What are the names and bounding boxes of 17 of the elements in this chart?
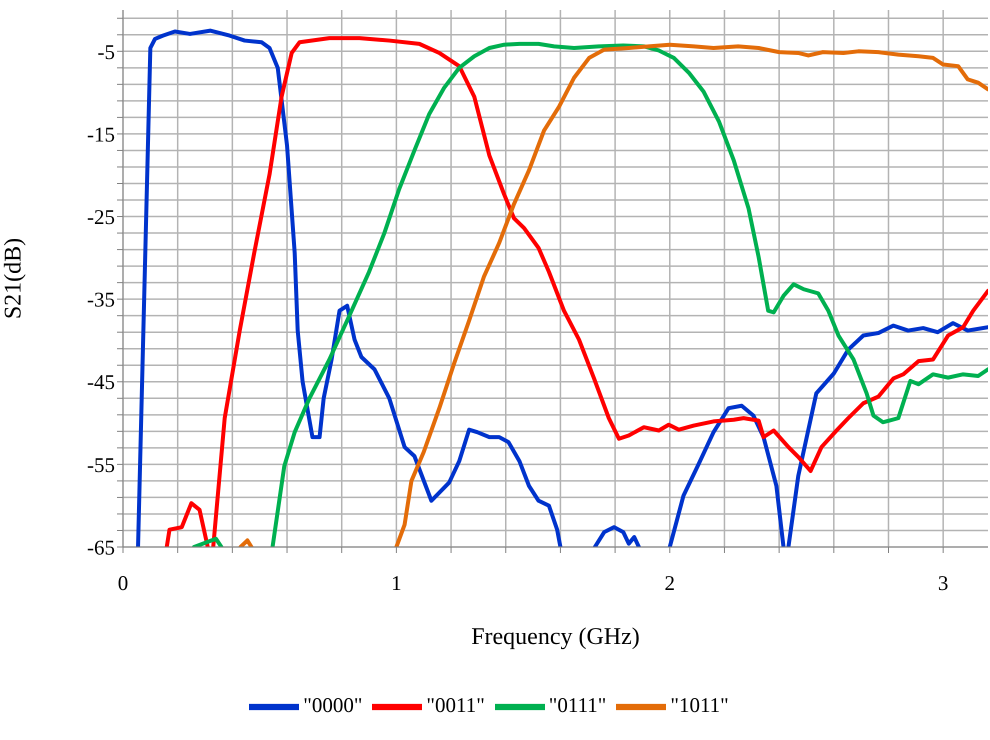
x-tick-label: 3 bbox=[938, 570, 948, 595]
x-axis-title: Frequency (GHz) bbox=[471, 624, 640, 650]
y-tick-label: -5 bbox=[98, 40, 115, 64]
x-tick-label: 0 bbox=[118, 570, 128, 595]
legend-label: "0111" bbox=[548, 692, 606, 717]
y-tick-label: -55 bbox=[87, 452, 115, 477]
y-tick-label: -15 bbox=[87, 122, 115, 146]
y-tick-label: -45 bbox=[87, 370, 115, 394]
y-tick-label: -25 bbox=[87, 204, 115, 229]
x-tick-label: 2 bbox=[664, 570, 676, 595]
legend-label: "0011" bbox=[426, 692, 485, 717]
y-axis-title: S21(dB) bbox=[0, 238, 27, 320]
x-tick-label: 1 bbox=[391, 570, 402, 595]
legend-label: "0000" bbox=[303, 692, 362, 717]
y-tick-label: -65 bbox=[87, 535, 115, 560]
y-tick-label: -35 bbox=[87, 288, 115, 312]
legend-label: "1011" bbox=[670, 692, 729, 717]
